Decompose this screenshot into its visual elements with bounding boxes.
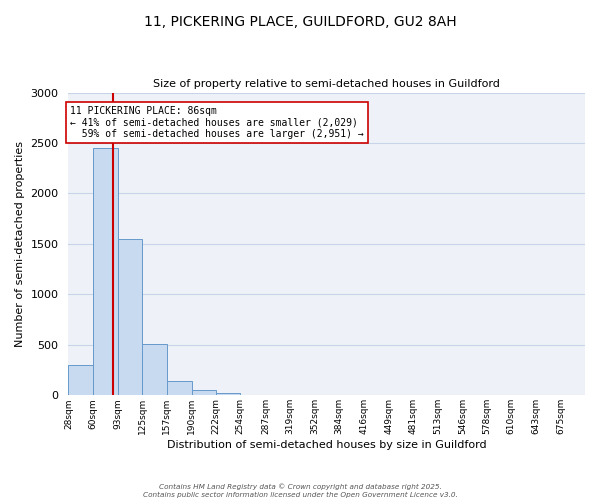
Bar — [142, 344, 167, 396]
Bar — [167, 381, 191, 396]
Bar — [93, 148, 118, 396]
Bar — [118, 239, 142, 396]
Bar — [216, 394, 241, 396]
Bar — [68, 365, 93, 396]
Bar — [191, 390, 216, 396]
Text: Contains HM Land Registry data © Crown copyright and database right 2025.
Contai: Contains HM Land Registry data © Crown c… — [143, 484, 457, 498]
Text: 11, PICKERING PLACE, GUILDFORD, GU2 8AH: 11, PICKERING PLACE, GUILDFORD, GU2 8AH — [143, 15, 457, 29]
Title: Size of property relative to semi-detached houses in Guildford: Size of property relative to semi-detach… — [153, 79, 500, 89]
Y-axis label: Number of semi-detached properties: Number of semi-detached properties — [15, 141, 25, 347]
Text: 11 PICKERING PLACE: 86sqm
← 41% of semi-detached houses are smaller (2,029)
  59: 11 PICKERING PLACE: 86sqm ← 41% of semi-… — [70, 106, 364, 139]
X-axis label: Distribution of semi-detached houses by size in Guildford: Distribution of semi-detached houses by … — [167, 440, 487, 450]
